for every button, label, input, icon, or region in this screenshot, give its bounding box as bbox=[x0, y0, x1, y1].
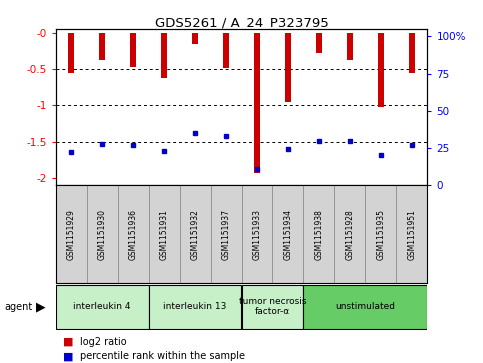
Bar bbox=[56, 285, 149, 329]
Bar bbox=[130, 33, 136, 67]
Text: GSM1151928: GSM1151928 bbox=[345, 209, 355, 260]
Bar bbox=[68, 33, 74, 73]
Text: GSM1151935: GSM1151935 bbox=[376, 209, 385, 260]
Bar bbox=[117, 185, 149, 283]
Bar bbox=[366, 185, 397, 283]
Text: interleukin 4: interleukin 4 bbox=[73, 302, 131, 311]
Bar bbox=[223, 33, 229, 68]
Bar bbox=[149, 185, 180, 283]
Bar bbox=[211, 185, 242, 283]
Text: GSM1151933: GSM1151933 bbox=[253, 209, 261, 260]
Text: GSM1151936: GSM1151936 bbox=[128, 209, 138, 260]
Text: tumor necrosis
factor-α: tumor necrosis factor-α bbox=[239, 297, 306, 317]
Text: GSM1151932: GSM1151932 bbox=[190, 209, 199, 260]
Bar bbox=[99, 33, 105, 60]
Bar bbox=[303, 285, 427, 329]
Bar bbox=[316, 33, 322, 53]
Text: GSM1151929: GSM1151929 bbox=[67, 209, 75, 260]
Text: agent: agent bbox=[5, 302, 33, 312]
Bar bbox=[161, 33, 167, 78]
Bar bbox=[180, 185, 211, 283]
Text: GSM1151930: GSM1151930 bbox=[98, 209, 107, 260]
Bar bbox=[242, 185, 272, 283]
Bar bbox=[192, 33, 198, 44]
Text: GSM1151951: GSM1151951 bbox=[408, 209, 416, 260]
Bar bbox=[242, 285, 303, 329]
Text: ▶: ▶ bbox=[36, 300, 46, 313]
Bar bbox=[285, 33, 291, 102]
Bar bbox=[254, 33, 260, 173]
Bar bbox=[303, 185, 334, 283]
Bar bbox=[272, 185, 303, 283]
Text: interleukin 13: interleukin 13 bbox=[163, 302, 227, 311]
Text: GSM1151931: GSM1151931 bbox=[159, 209, 169, 260]
Text: GSM1151934: GSM1151934 bbox=[284, 209, 293, 260]
Bar bbox=[56, 185, 86, 283]
Text: ■: ■ bbox=[63, 351, 73, 362]
Bar bbox=[149, 285, 242, 329]
Text: GSM1151938: GSM1151938 bbox=[314, 209, 324, 260]
Bar bbox=[397, 185, 427, 283]
Bar bbox=[334, 185, 366, 283]
Bar bbox=[378, 33, 384, 107]
Bar bbox=[347, 33, 353, 60]
Text: GDS5261 / A_24_P323795: GDS5261 / A_24_P323795 bbox=[155, 16, 328, 29]
Text: percentile rank within the sample: percentile rank within the sample bbox=[80, 351, 245, 362]
Text: GSM1151937: GSM1151937 bbox=[222, 209, 230, 260]
Bar bbox=[409, 33, 415, 73]
Text: ■: ■ bbox=[63, 337, 73, 347]
Bar bbox=[86, 185, 117, 283]
Text: unstimulated: unstimulated bbox=[336, 302, 396, 311]
Text: log2 ratio: log2 ratio bbox=[80, 337, 127, 347]
